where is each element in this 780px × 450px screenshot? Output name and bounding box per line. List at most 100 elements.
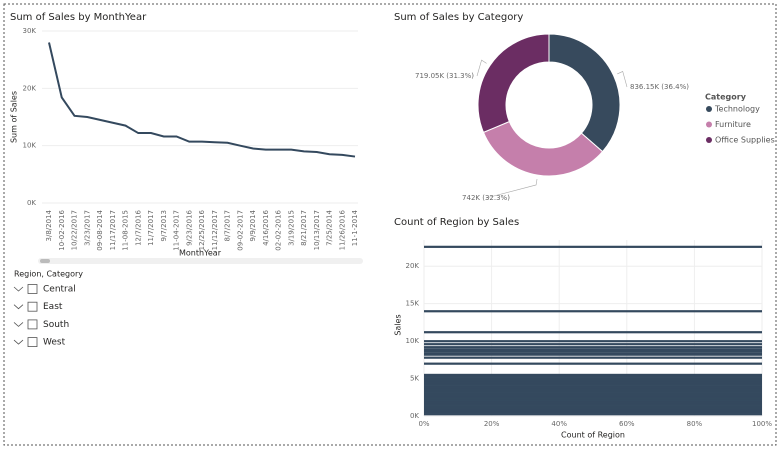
bar [424, 343, 762, 346]
x-tick-label: 100% [752, 420, 772, 428]
slicer-item[interactable]: Central [43, 285, 76, 295]
bar [424, 411, 762, 414]
scroll-thumb[interactable] [40, 259, 50, 263]
expand-chevron[interactable] [13, 286, 24, 292]
bar [424, 409, 762, 412]
x-tick-label: 12/25/2016 [198, 209, 206, 250]
x-tick-label: 8/7/2017 [224, 210, 232, 241]
x-axis-label: Count of Region [561, 431, 625, 440]
y-tick-label: 15K [406, 300, 420, 308]
bar [424, 386, 762, 390]
checkbox[interactable] [27, 284, 38, 294]
donut-slice [482, 120, 604, 177]
slicer-title: Region, Category [14, 270, 83, 279]
x-tick-label: 11/17/2017 [109, 210, 117, 250]
bar [424, 388, 762, 391]
x-axis-label: MonthYear [179, 249, 222, 258]
bar [424, 381, 762, 384]
bar [424, 331, 762, 334]
slicer-item[interactable]: East [43, 302, 63, 312]
slicer-item[interactable]: South [43, 320, 69, 330]
x-tick-label: 60% [619, 420, 635, 428]
bar [424, 396, 762, 399]
data-label: 836.15K (36.4%) [630, 83, 689, 91]
bar [424, 373, 762, 377]
x-tick-label: 11/12/2017 [211, 210, 219, 250]
bar [424, 352, 762, 355]
x-tick-label: 3/19/2015 [287, 210, 295, 246]
x-tick-label: 3/23/2017 [83, 210, 91, 246]
bar [424, 379, 762, 382]
x-tick-label: 10-02-2016 [58, 209, 66, 250]
x-tick-label: 09-02-2017 [236, 210, 244, 251]
bar [424, 401, 762, 405]
bar [424, 390, 762, 393]
bar [424, 383, 762, 386]
y-tick-label: 5K [410, 375, 419, 383]
x-tick-label: 0% [418, 420, 429, 428]
expand-chevron[interactable] [13, 304, 24, 310]
expand-chevron[interactable] [13, 339, 24, 345]
y-tick-label: 10K [23, 142, 37, 150]
x-tick-label: 11-04-2017 [173, 210, 181, 251]
x-tick-label: 7/25/2014 [326, 209, 334, 245]
x-tick-label: 9/7/2013 [160, 210, 168, 241]
bar [424, 392, 762, 395]
checkbox[interactable] [27, 301, 38, 312]
bar [424, 400, 762, 403]
checkbox[interactable] [27, 337, 38, 348]
leader-line [476, 59, 487, 77]
legend-title: Category [705, 93, 747, 102]
x-tick-label: 10/22/2017 [71, 210, 79, 250]
scrollbar[interactable] [38, 258, 363, 264]
bar [424, 310, 762, 313]
x-tick-label: 20% [484, 420, 500, 428]
chart-title: Sum of Sales by MonthYear [10, 12, 147, 23]
y-tick-label: 0K [27, 199, 36, 207]
bar [424, 394, 762, 397]
legend-label[interactable]: Furniture [715, 120, 751, 129]
bar [424, 349, 762, 353]
x-tick-label: 40% [551, 420, 567, 428]
legend-label[interactable]: Technology [714, 105, 760, 114]
x-tick-label: 11/7/2017 [147, 210, 155, 246]
y-tick-label: 20K [23, 84, 37, 92]
bar [424, 362, 762, 365]
chart-title: Count of Region by Sales [394, 217, 519, 228]
bar [424, 398, 762, 401]
bar [424, 413, 762, 416]
bar [424, 403, 762, 406]
x-tick-label: 11-08-2015 [122, 210, 130, 251]
bar [424, 405, 762, 408]
x-tick-label: 4/16/2016 [262, 209, 270, 245]
data-label: 742K (32.3%) [462, 194, 510, 202]
expand-chevron[interactable] [13, 322, 24, 327]
x-tick-label: 11/26/2016 [338, 209, 346, 250]
x-tick-label: 80% [687, 420, 703, 428]
bar [424, 353, 762, 356]
x-tick-label: 9/23/2016 [185, 209, 193, 245]
leader-line [485, 178, 538, 199]
donut-slice [548, 33, 621, 153]
y-axis-label: Sales [394, 314, 403, 335]
x-tick-label: 11-1-2014 [351, 209, 359, 246]
legend-marker [706, 137, 712, 143]
bar [424, 340, 762, 343]
checkbox[interactable] [27, 319, 38, 330]
x-tick-label: 9/9/2014 [249, 209, 257, 241]
bar [424, 245, 762, 248]
bar [424, 385, 762, 388]
bar [424, 348, 762, 351]
legend-marker [706, 121, 712, 128]
slicer-item[interactable]: West [43, 338, 66, 348]
y-tick-label: 20K [406, 262, 420, 270]
x-tick-label: 12/7/2016 [134, 209, 142, 245]
bar [424, 346, 762, 349]
donut-slice [477, 33, 550, 134]
line-series [48, 42, 356, 158]
y-tick-label: 30K [23, 27, 37, 35]
x-tick-label: 09-08-2014 [96, 209, 104, 250]
x-tick-label: 02-02-2016 [275, 209, 283, 250]
legend-label[interactable]: Office Supplies [715, 136, 775, 145]
